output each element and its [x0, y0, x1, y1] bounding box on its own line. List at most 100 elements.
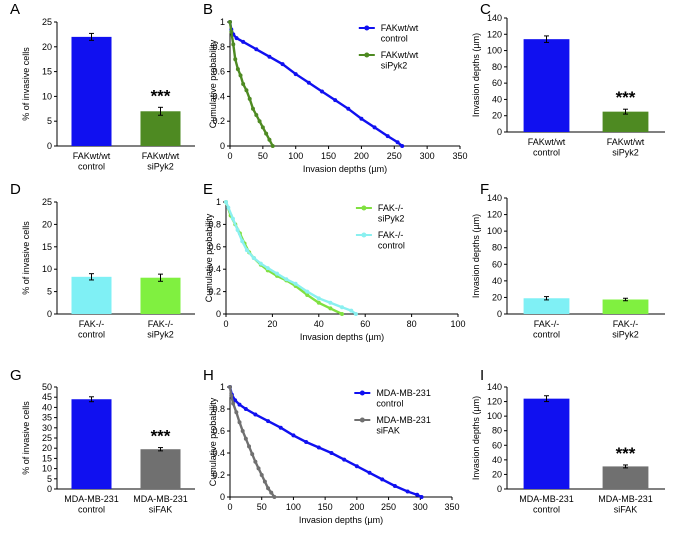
x-category-label: FAKwt/wt control [528, 137, 566, 158]
x-tick-label: 100 [288, 151, 303, 161]
series-point [293, 72, 298, 77]
series-point [280, 62, 285, 67]
series-point [293, 281, 298, 286]
series-point [254, 113, 259, 117]
y-tick-label: 20 [42, 443, 52, 453]
y-tick-label: 20 [492, 292, 502, 302]
significance-label: *** [151, 427, 171, 446]
y-tick-label: 1 [220, 17, 225, 27]
series-point [259, 473, 264, 477]
y-tick-label: 0 [497, 127, 502, 137]
y-tick-label: 0.2 [212, 470, 225, 480]
panel-letter: F [480, 181, 489, 198]
x-category-label: MDA-MB-231 siFAK [133, 494, 188, 515]
series-point [349, 308, 354, 313]
legend-label: FAK-/-siPyk2 [378, 203, 405, 224]
y-tick-label: 0.2 [212, 116, 225, 126]
series-point [415, 492, 420, 497]
x-tick-label: 100 [450, 319, 465, 329]
x-tick-label: 0 [223, 319, 228, 329]
series-point [257, 119, 262, 124]
series-point [272, 495, 277, 499]
series-point [244, 248, 249, 253]
legend-label: MDA-MB-231 siFAK [376, 415, 431, 436]
x-category-label: FAK-/-siPyk2 [612, 319, 639, 340]
series-point [328, 300, 333, 305]
series-point [269, 490, 274, 495]
series-point [231, 42, 236, 47]
series-point [266, 419, 271, 424]
x-category-label: MDA-MB-231 control [519, 494, 574, 515]
bar [602, 466, 649, 489]
y-tick-label: 0.6 [212, 67, 225, 77]
x-category-label: FAKwt/wt siPyk2 [607, 137, 645, 158]
series-point [235, 67, 240, 72]
x-tick-label: 350 [452, 151, 467, 161]
significance-label: *** [616, 88, 636, 107]
y-tick-label: 15 [42, 67, 52, 77]
bar [602, 111, 649, 132]
legend-marker [364, 52, 370, 58]
y-tick-label: 60 [492, 259, 502, 269]
x-tick-label: 20 [267, 319, 277, 329]
series-point [333, 98, 338, 103]
series-point [258, 261, 263, 266]
y-tick-label: 10 [42, 91, 52, 101]
bar [523, 398, 570, 489]
series-point [247, 444, 252, 449]
bar [71, 276, 112, 314]
y-tick-label: 20 [42, 219, 52, 229]
y-tick-label: 0.6 [208, 242, 221, 252]
y-tick-label: 140 [487, 382, 502, 392]
series-point [305, 292, 310, 297]
y-tick-label: 0.8 [208, 219, 221, 229]
y-tick-label: 10 [42, 264, 52, 274]
x-tick-label: 300 [413, 502, 428, 512]
y-tick-label: 0.8 [212, 404, 225, 414]
y-tick-label: 25 [42, 17, 52, 27]
y-axis-label: Cumulative probability [208, 397, 218, 486]
y-tick-label: 100 [487, 226, 502, 236]
x-tick-label: 350 [444, 502, 459, 512]
x-tick-label: 100 [286, 502, 301, 512]
x-tick-label: 250 [387, 151, 402, 161]
series-point [270, 144, 275, 148]
y-tick-label: 40 [492, 455, 502, 465]
y-tick-label: 80 [492, 426, 502, 436]
series-point [395, 140, 400, 145]
y-tick-label: 0 [47, 484, 52, 494]
series-point [253, 412, 258, 417]
series-point [235, 228, 240, 232]
series-point [328, 306, 333, 311]
series-point [346, 106, 351, 111]
series-point [340, 312, 344, 316]
y-tick-label: 0 [497, 484, 502, 494]
y-tick-label: 1 [216, 197, 221, 207]
y-tick-label: 25 [42, 433, 52, 443]
y-tick-label: 0 [216, 309, 221, 319]
bar [602, 299, 649, 314]
y-tick-label: 0 [47, 309, 52, 319]
x-tick-label: 50 [258, 151, 268, 161]
y-axis-label: % of invasive cells [21, 221, 31, 295]
series-point [265, 266, 270, 271]
legend-marker [359, 417, 365, 423]
x-tick-label: 50 [257, 502, 267, 512]
series-point [251, 106, 255, 111]
y-axis-label: Invasion depths (µm) [471, 396, 481, 480]
series-point [244, 88, 249, 93]
y-tick-label: 140 [487, 193, 502, 203]
y-tick-label: 100 [487, 46, 502, 56]
series-point [405, 489, 410, 494]
y-axis-label: Cumulative probability [208, 39, 218, 128]
y-tick-label: 0.8 [212, 42, 225, 52]
y-tick-label: 35 [42, 413, 52, 423]
panel-letter: G [10, 367, 22, 384]
series-point [231, 401, 236, 406]
series-line [228, 386, 276, 498]
series-point [275, 271, 280, 276]
y-tick-label: 0.4 [212, 91, 225, 101]
y-tick-label: 0.2 [208, 287, 221, 297]
